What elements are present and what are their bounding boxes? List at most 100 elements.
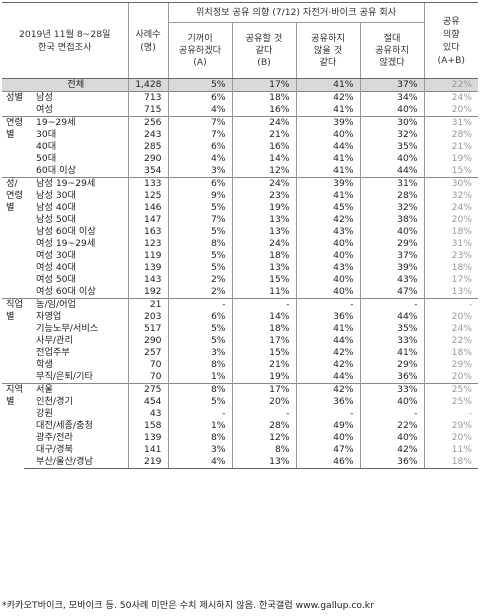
- sample-size-cell: 125: [127, 190, 169, 202]
- likely-cell: 28%: [231, 420, 297, 432]
- share-intent-cell: 18%: [423, 262, 479, 274]
- survey-date-label: 2019년 11월 8~28일: [19, 28, 111, 40]
- table-row: 성/ 연령별 남성 19~29세 133 6% 24% 39% 31% 30%: [2, 177, 479, 299]
- share-intent-cell: 28%: [423, 129, 479, 141]
- row-label: 30대: [36, 129, 57, 141]
- share-intent-cell: 24%: [423, 323, 479, 335]
- share-intent-cell: 24%: [423, 202, 479, 214]
- likely-cell: 16%: [231, 141, 297, 153]
- willing-cell: 8%: [167, 238, 233, 250]
- row-label: 서울: [24, 383, 129, 396]
- unlikely-cell: 42%: [295, 347, 361, 359]
- never-cell: 47%: [359, 286, 425, 299]
- likely-cell: -: [231, 298, 297, 311]
- sample-size-cell: 70: [127, 371, 169, 384]
- unlikely-cell: 40%: [295, 129, 361, 141]
- unlikely-cell: 44%: [295, 141, 361, 153]
- row-label: 50대: [36, 153, 57, 165]
- row-label: 남성: [24, 91, 129, 104]
- willing-cell: 3%: [167, 347, 233, 359]
- table-row: 자영업 203 6% 14% 36% 44% 20%: [2, 311, 479, 323]
- row-label: 인천/경기: [36, 396, 73, 408]
- never-cell: 44%: [359, 165, 425, 178]
- likely-cell: 18%: [231, 250, 297, 262]
- unlikely-cell: 40%: [295, 250, 361, 262]
- unlikely-cell: 40%: [295, 286, 361, 299]
- sample-size-cell: 257: [127, 347, 169, 359]
- never-cell: 29%: [359, 359, 425, 371]
- unlikely-cell: 42%: [295, 91, 361, 104]
- sample-size-cell: 158: [127, 420, 169, 432]
- table-row: 직업별 농/임/어업 21- - - - -: [2, 298, 479, 384]
- sample-size-cell: 163: [127, 226, 169, 238]
- likely-cell: 12%: [231, 432, 297, 444]
- category-label: 직업별: [2, 298, 24, 384]
- share-intent-cell: 13%: [423, 286, 479, 299]
- unlikely-cell: 43%: [295, 226, 361, 238]
- willing-cell: 5%: [167, 78, 233, 92]
- likely-cell: 11%: [231, 286, 297, 299]
- likely-cell: 13%: [231, 214, 297, 226]
- option-c-header: 공유하지 않을 것 같다: [295, 22, 361, 79]
- never-cell: 44%: [359, 311, 425, 323]
- sample-size-cell: 43: [127, 408, 169, 420]
- sample-size-cell: 133: [127, 177, 169, 190]
- unlikely-cell: 39%: [295, 177, 361, 190]
- row-label: 대구/경북: [36, 444, 73, 456]
- never-cell: 38%: [359, 214, 425, 226]
- never-cell: 33%: [359, 383, 425, 396]
- willing-cell: 5%: [167, 323, 233, 335]
- category-label: 성별: [2, 91, 24, 117]
- willing-cell: -: [167, 408, 233, 420]
- table-row: 남성 30대 125 9% 23% 41% 28% 32%: [2, 190, 479, 202]
- likely-cell: 16%: [231, 104, 297, 117]
- sample-size-cell: 285: [127, 141, 169, 153]
- willing-cell: 8%: [167, 359, 233, 371]
- survey-method-label: 한국 면접조사: [37, 41, 92, 53]
- table-row: 지역별 서울 275 8% 17% 42% 33% 25%: [2, 383, 479, 469]
- willing-cell: 4%: [167, 456, 233, 469]
- likely-cell: 17%: [231, 383, 297, 396]
- likely-cell: 23%: [231, 190, 297, 202]
- row-label: 남성 40대: [36, 202, 76, 214]
- never-cell: 41%: [359, 347, 425, 359]
- share-intent-cell: 24%: [423, 91, 479, 104]
- table-row: 학생 70 8% 21% 42% 29% 29%: [2, 359, 479, 371]
- unlikely-cell: 40%: [295, 238, 361, 250]
- table-row: 여성 50대 143 2% 15% 40% 43% 17%: [2, 274, 479, 286]
- total-row: 전체 1,428 5% 17% 41% 37% 22%: [2, 78, 479, 92]
- willing-cell: 6%: [167, 91, 233, 104]
- table-row: 여성 19~29세 123 8% 24% 40% 29% 31%: [2, 238, 479, 250]
- share-intent-cell: 18%: [423, 456, 479, 469]
- table-row: 여성 40대 139 5% 13% 43% 39% 18%: [2, 262, 479, 274]
- option-a-header: 기꺼이 공유하겠다 (A): [167, 22, 233, 79]
- sample-size-cell: 147: [127, 214, 169, 226]
- unlikely-cell: 44%: [295, 335, 361, 347]
- unlikely-cell: 42%: [295, 383, 361, 396]
- willing-cell: -: [167, 298, 233, 311]
- share-intent-cell: 19%: [423, 153, 479, 165]
- willing-cell: 3%: [167, 444, 233, 456]
- unlikely-cell: 40%: [295, 274, 361, 286]
- likely-cell: 14%: [231, 153, 297, 165]
- row-label: 남성 19~29세: [24, 177, 129, 190]
- table-row: 무직/은퇴/기타 70 1% 19% 44% 36% 20%: [2, 371, 479, 384]
- row-label: 여성: [36, 104, 53, 116]
- never-cell: 39%: [359, 262, 425, 274]
- willing-cell: 5%: [167, 262, 233, 274]
- never-cell: 42%: [359, 444, 425, 456]
- never-cell: 40%: [359, 153, 425, 165]
- never-cell: 33%: [359, 335, 425, 347]
- row-label: 기능노무/서비스: [36, 323, 99, 335]
- unlikely-cell: 36%: [295, 396, 361, 408]
- row-label: 여성 50대: [36, 274, 76, 286]
- share-intent-cell: 31%: [423, 238, 479, 250]
- question-header: 위치정보 공유 의향 (7/12) 자전거·바이크 공유 회사: [167, 2, 425, 23]
- row-label: 여성 19~29세: [36, 238, 96, 250]
- share-intent-cell: 11%: [423, 444, 479, 456]
- option-b-header: 공유할 것 같다 (B): [231, 22, 297, 79]
- willing-cell: 5%: [167, 335, 233, 347]
- sample-size-cell: 119: [127, 250, 169, 262]
- willing-cell: 7%: [167, 214, 233, 226]
- sample-size-cell: 123: [127, 238, 169, 250]
